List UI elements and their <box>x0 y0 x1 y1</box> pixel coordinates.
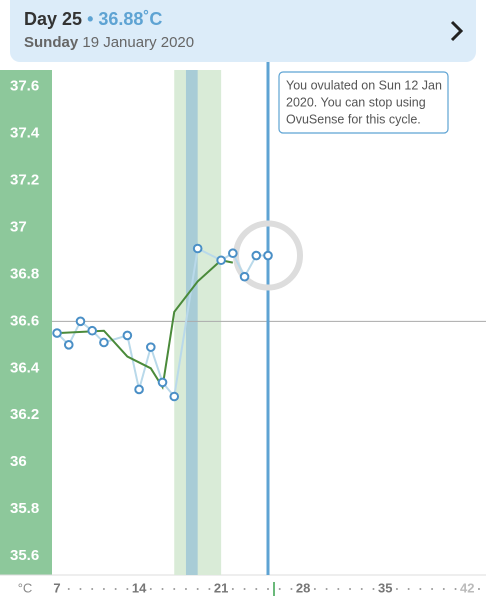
day-dot <box>184 588 187 590</box>
day-dot <box>431 588 434 590</box>
x-tick-label: 21 <box>214 580 228 595</box>
reading-point <box>263 250 273 261</box>
day-dot <box>161 588 164 590</box>
day-dot <box>325 588 328 590</box>
day-dot <box>173 588 176 590</box>
weekday: Sunday <box>24 34 79 51</box>
day-dot <box>102 588 105 590</box>
day-dot <box>67 588 70 590</box>
day-dot <box>290 588 293 590</box>
y-tick-label: 37.6 <box>10 77 39 94</box>
y-tick-label: 35.8 <box>10 500 39 517</box>
reading-point <box>228 248 238 259</box>
day-dot <box>349 588 352 590</box>
reading-point <box>52 328 62 338</box>
reading-point <box>239 271 250 282</box>
day-dot <box>255 588 258 590</box>
reading-point <box>251 250 262 261</box>
y-tick-label: 35.6 <box>10 547 39 564</box>
x-tick-label: 7 <box>53 580 60 595</box>
day-dot <box>419 588 422 590</box>
separator: • <box>87 9 93 29</box>
y-tick-label: 36.2 <box>10 406 39 423</box>
reading-point <box>216 255 226 266</box>
temperature: 36.88˚C <box>98 9 162 29</box>
date-line: Sunday 19 January 2020 <box>24 34 194 51</box>
day-dot <box>360 588 363 590</box>
series-line <box>56 247 269 399</box>
day-dot <box>477 588 480 590</box>
day-dot <box>337 588 340 590</box>
x-tick-label: 35 <box>378 580 392 595</box>
y-tick-label: 37.4 <box>10 124 40 141</box>
y-tick-label: 36 <box>10 453 27 470</box>
day-dot <box>313 588 316 590</box>
y-unit: °C <box>18 580 33 595</box>
day-dot <box>454 588 457 590</box>
fertile-band <box>185 70 198 575</box>
date: 19 January 2020 <box>82 34 194 51</box>
reading-point <box>122 330 133 341</box>
y-axis-band <box>0 70 52 575</box>
day-dot <box>114 588 117 590</box>
annotation-text: 2020. You can stop using <box>286 95 426 109</box>
y-tick-label: 36.6 <box>10 312 39 329</box>
day-dot <box>267 588 270 590</box>
day-dot <box>372 588 375 590</box>
day: Day 25 <box>24 9 82 29</box>
annotation-text: You ovulated on Sun 12 Jan <box>286 78 442 92</box>
y-tick-label: 37 <box>10 218 27 235</box>
reading-point <box>75 316 86 327</box>
y-tick-label: 36.4 <box>10 359 40 376</box>
reading-point <box>134 384 144 395</box>
reading-point <box>157 377 168 388</box>
day-dot <box>243 588 246 590</box>
x-tick-label: 14 <box>132 580 147 595</box>
reading-point <box>63 340 74 350</box>
header-line: Day 25 • 36.88˚C <box>24 9 162 29</box>
day-dot <box>149 588 152 590</box>
next-chevron[interactable] <box>450 20 464 42</box>
reading-point <box>169 391 180 402</box>
day-dot <box>91 588 94 590</box>
day-dot <box>278 588 281 590</box>
x-tick-label: 28 <box>296 580 310 595</box>
y-tick-label: 36.8 <box>10 265 39 282</box>
day-dot <box>407 588 410 590</box>
day-dot <box>395 588 398 590</box>
day-dot <box>126 588 129 590</box>
reading-point <box>87 325 98 336</box>
x-tick-label: 42 <box>460 580 474 595</box>
day-dot <box>442 588 445 590</box>
reading-point <box>192 243 203 254</box>
day-dot <box>231 588 234 590</box>
day-dot <box>208 588 211 590</box>
y-tick-label: 37.2 <box>10 171 39 188</box>
reading-point <box>99 337 109 348</box>
reading-point <box>146 342 156 352</box>
annotation-box <box>278 71 449 134</box>
header-card[interactable] <box>10 0 476 62</box>
day-dot <box>79 588 82 590</box>
day-dot <box>196 588 199 590</box>
annotation-text: OvuSense for this cycle. <box>286 112 421 126</box>
